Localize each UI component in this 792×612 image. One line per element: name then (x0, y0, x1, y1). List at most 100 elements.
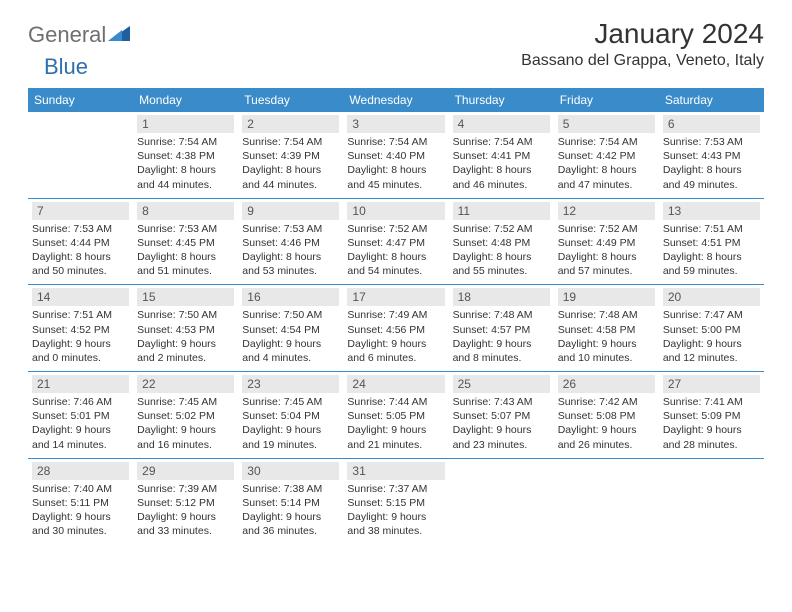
daylight-text-2: and 33 minutes. (137, 524, 234, 538)
calendar-day-cell: 29Sunrise: 7:39 AMSunset: 5:12 PMDayligh… (133, 458, 238, 544)
sunset-text: Sunset: 5:14 PM (242, 496, 339, 510)
day-number: 11 (453, 202, 550, 220)
daylight-text-1: Daylight: 8 hours (137, 250, 234, 264)
day-number: 18 (453, 288, 550, 306)
sunrise-text: Sunrise: 7:54 AM (453, 135, 550, 149)
day-number: 8 (137, 202, 234, 220)
sun-info: Sunrise: 7:54 AMSunset: 4:41 PMDaylight:… (453, 135, 550, 192)
calendar-day-cell: 20Sunrise: 7:47 AMSunset: 5:00 PMDayligh… (659, 285, 764, 372)
sunset-text: Sunset: 5:09 PM (663, 409, 760, 423)
brand-triangle-icon (108, 24, 130, 47)
day-number: 31 (347, 462, 444, 480)
daylight-text-2: and 38 minutes. (347, 524, 444, 538)
daylight-text-2: and 57 minutes. (558, 264, 655, 278)
calendar-day-cell (28, 112, 133, 198)
calendar-day-cell: 17 Sunrise: 7:49 AMSunset: 4:56 PMDayligh… (343, 285, 448, 372)
calendar-table: SundayMondayTuesdayWednesdayThursdayFrid… (28, 88, 764, 544)
location-subtitle: Bassano del Grappa, Veneto, Italy (521, 52, 764, 70)
daylight-text-2: and 2 minutes. (137, 351, 234, 365)
daylight-text-2: and 12 minutes. (663, 351, 760, 365)
daylight-text-2: and 4 minutes. (242, 351, 339, 365)
sunset-text: Sunset: 4:58 PM (558, 323, 655, 337)
day-number: 10 (347, 202, 444, 220)
daylight-text-1: Daylight: 9 hours (242, 337, 339, 351)
calendar-week-row: 14 Sunrise: 7:51 AMSunset: 4:52 PMDayligh… (28, 285, 764, 372)
calendar-day-cell: 24Sunrise: 7:44 AMSunset: 5:05 PMDayligh… (343, 372, 448, 459)
sunrise-text: Sunrise: 7:41 AM (663, 395, 760, 409)
daylight-text-1: Daylight: 8 hours (242, 163, 339, 177)
sun-info: Sunrise: 7:51 AMSunset: 4:52 PMDaylight:… (32, 308, 129, 365)
sun-info: Sunrise: 7:50 AMSunset: 4:53 PMDaylight:… (137, 308, 234, 365)
calendar-day-cell: 31Sunrise: 7:37 AMSunset: 5:15 PMDayligh… (343, 458, 448, 544)
daylight-text-2: and 51 minutes. (137, 264, 234, 278)
day-number: 14 (32, 288, 129, 306)
day-number: 17 (347, 288, 444, 306)
daylight-text-2: and 23 minutes. (453, 438, 550, 452)
calendar-day-cell: 1Sunrise: 7:54 AMSunset: 4:38 PMDaylight… (133, 112, 238, 198)
sunset-text: Sunset: 4:43 PM (663, 149, 760, 163)
daylight-text-1: Daylight: 9 hours (32, 337, 129, 351)
daylight-text-1: Daylight: 8 hours (347, 250, 444, 264)
day-number: 23 (242, 375, 339, 393)
calendar-day-cell: 5Sunrise: 7:54 AMSunset: 4:42 PMDaylight… (554, 112, 659, 198)
daylight-text-1: Daylight: 9 hours (453, 423, 550, 437)
daylight-text-2: and 46 minutes. (453, 178, 550, 192)
sunrise-text: Sunrise: 7:48 AM (453, 308, 550, 322)
sunrise-text: Sunrise: 7:50 AM (137, 308, 234, 322)
sunset-text: Sunset: 5:00 PM (663, 323, 760, 337)
sunset-text: Sunset: 5:05 PM (347, 409, 444, 423)
sun-info: Sunrise: 7:54 AMSunset: 4:40 PMDaylight:… (347, 135, 444, 192)
daylight-text-1: Daylight: 9 hours (137, 510, 234, 524)
sunrise-text: Sunrise: 7:50 AM (242, 308, 339, 322)
title-block: January 2024 Bassano del Grappa, Veneto,… (521, 18, 764, 70)
sunset-text: Sunset: 4:49 PM (558, 236, 655, 250)
day-number: 6 (663, 115, 760, 133)
sun-info: Sunrise: 7:52 AMSunset: 4:49 PMDaylight:… (558, 222, 655, 279)
calendar-day-cell: 3Sunrise: 7:54 AMSunset: 4:40 PMDaylight… (343, 112, 448, 198)
day-number: 9 (242, 202, 339, 220)
day-number: 5 (558, 115, 655, 133)
daylight-text-1: Daylight: 8 hours (242, 250, 339, 264)
weekday-header: Saturday (659, 88, 764, 112)
sun-info: Sunrise: 7:51 AMSunset: 4:51 PMDaylight:… (663, 222, 760, 279)
sunrise-text: Sunrise: 7:47 AM (663, 308, 760, 322)
daylight-text-2: and 8 minutes. (453, 351, 550, 365)
daylight-text-2: and 50 minutes. (32, 264, 129, 278)
sunset-text: Sunset: 4:40 PM (347, 149, 444, 163)
calendar-day-cell: 6Sunrise: 7:53 AMSunset: 4:43 PMDaylight… (659, 112, 764, 198)
daylight-text-1: Daylight: 9 hours (347, 510, 444, 524)
calendar-day-cell: 8 Sunrise: 7:53 AMSunset: 4:45 PMDaylight… (133, 198, 238, 285)
calendar-day-cell: 15Sunrise: 7:50 AMSunset: 4:53 PMDayligh… (133, 285, 238, 372)
daylight-text-1: Daylight: 8 hours (558, 163, 655, 177)
daylight-text-2: and 6 minutes. (347, 351, 444, 365)
sunset-text: Sunset: 4:53 PM (137, 323, 234, 337)
sunset-text: Sunset: 4:41 PM (453, 149, 550, 163)
sunrise-text: Sunrise: 7:53 AM (663, 135, 760, 149)
calendar-day-cell: 4Sunrise: 7:54 AMSunset: 4:41 PMDaylight… (449, 112, 554, 198)
daylight-text-1: Daylight: 9 hours (558, 423, 655, 437)
calendar-day-cell: 23Sunrise: 7:45 AMSunset: 5:04 PMDayligh… (238, 372, 343, 459)
sunrise-text: Sunrise: 7:45 AM (137, 395, 234, 409)
calendar-header-row: SundayMondayTuesdayWednesdayThursdayFrid… (28, 88, 764, 112)
daylight-text-1: Daylight: 9 hours (453, 337, 550, 351)
sunrise-text: Sunrise: 7:45 AM (242, 395, 339, 409)
weekday-header: Friday (554, 88, 659, 112)
daylight-text-2: and 30 minutes. (32, 524, 129, 538)
sun-info: Sunrise: 7:53 AMSunset: 4:45 PMDaylight:… (137, 222, 234, 279)
month-title: January 2024 (521, 18, 764, 50)
day-number: 27 (663, 375, 760, 393)
daylight-text-2: and 47 minutes. (558, 178, 655, 192)
sun-info: Sunrise: 7:49 AMSunset: 4:56 PMDaylight:… (347, 308, 444, 365)
daylight-text-1: Daylight: 8 hours (453, 250, 550, 264)
calendar-day-cell: 10 Sunrise: 7:52 AMSunset: 4:47 PMDayligh… (343, 198, 448, 285)
calendar-day-cell (554, 458, 659, 544)
daylight-text-1: Daylight: 9 hours (137, 337, 234, 351)
daylight-text-1: Daylight: 9 hours (558, 337, 655, 351)
sun-info: Sunrise: 7:47 AMSunset: 5:00 PMDaylight:… (663, 308, 760, 365)
sun-info: Sunrise: 7:54 AMSunset: 4:38 PMDaylight:… (137, 135, 234, 192)
sun-info: Sunrise: 7:52 AMSunset: 4:47 PMDaylight:… (347, 222, 444, 279)
sun-info: Sunrise: 7:54 AMSunset: 4:39 PMDaylight:… (242, 135, 339, 192)
daylight-text-2: and 59 minutes. (663, 264, 760, 278)
daylight-text-1: Daylight: 9 hours (32, 510, 129, 524)
daylight-text-1: Daylight: 9 hours (242, 510, 339, 524)
